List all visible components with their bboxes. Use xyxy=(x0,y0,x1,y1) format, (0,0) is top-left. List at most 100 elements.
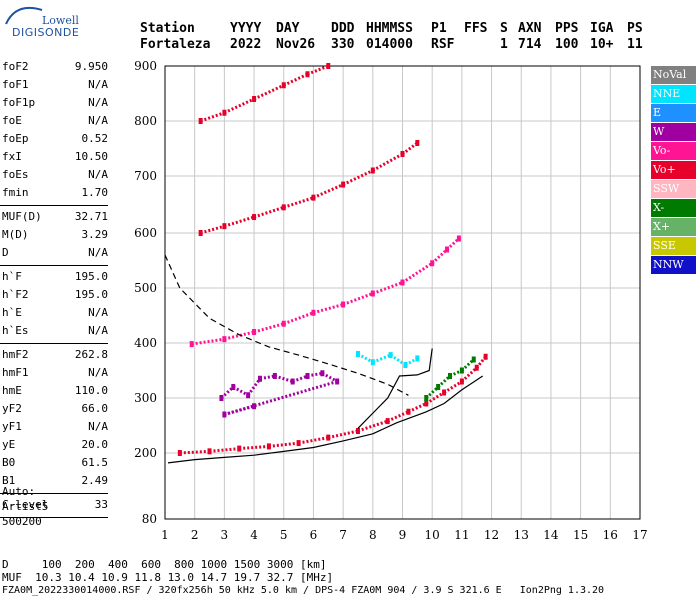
legend-item: NNW xyxy=(651,256,696,274)
parameter-name: fxI xyxy=(2,150,22,163)
trace-segment xyxy=(401,261,434,284)
trace-segment xyxy=(274,374,294,383)
header-label: HHMMSS xyxy=(366,21,413,36)
parameter-name: foF2 xyxy=(2,60,29,73)
trace-segment xyxy=(200,111,225,123)
x-tick-label: 8 xyxy=(369,528,377,542)
trace-segment xyxy=(342,292,374,306)
trace-segment xyxy=(209,447,240,453)
parameter-name: B1 xyxy=(2,474,16,487)
trace-segment xyxy=(372,281,404,295)
trace-segment xyxy=(253,205,285,219)
trace-segment xyxy=(446,237,460,251)
legend-item: Vo+ xyxy=(651,161,696,179)
trace-segment xyxy=(389,353,407,367)
trace-segment xyxy=(460,358,475,372)
header-value: 11 xyxy=(627,37,643,52)
x-tick-label: 16 xyxy=(603,528,618,542)
trace-segment xyxy=(232,385,249,397)
logo-line2: DIGISONDE xyxy=(12,26,80,39)
parameter-value: N/A xyxy=(88,324,108,337)
y-tick-label: 500 xyxy=(134,281,157,295)
parameter-name: foEs xyxy=(2,168,29,181)
x-tick-label: 3 xyxy=(221,528,229,542)
parameter-row: hmF2 262.8 xyxy=(2,348,108,362)
trace-segment xyxy=(191,337,225,346)
trace-segment xyxy=(224,330,255,341)
x-tick-label: 6 xyxy=(310,528,318,542)
parameter-row: M(D) 3.29 xyxy=(2,228,108,242)
header-label: FFS xyxy=(464,21,488,36)
parameter-value: 1.70 xyxy=(81,186,109,199)
parameter-name: B0 xyxy=(2,456,16,469)
parameter-name: foF1p xyxy=(2,96,36,109)
x-tick-label: 4 xyxy=(250,528,258,542)
x-tick-label: 11 xyxy=(454,528,469,542)
header-value: RSF xyxy=(431,37,455,52)
trace-segment xyxy=(268,441,299,448)
header-label: PPS xyxy=(555,21,579,36)
legend-item: SSE xyxy=(651,237,696,255)
x-tick-label: 1 xyxy=(161,528,169,542)
trace-segment xyxy=(460,366,478,383)
header-value: 014000 xyxy=(366,37,413,52)
trace-segment xyxy=(313,303,344,315)
parameter-value: 262.8 xyxy=(74,348,108,361)
legend-item: NoVal xyxy=(651,66,696,84)
legend-item: SSW xyxy=(651,180,696,198)
parameter-name: foE xyxy=(2,114,22,127)
parameter-name: h`Es xyxy=(2,324,29,337)
curve-muf xyxy=(164,254,409,396)
parameter-row: MUF(D) 32.71 xyxy=(2,210,108,224)
parameter-divider xyxy=(0,205,108,206)
parameter-row: C-level 33 xyxy=(2,498,108,512)
parameter-name: foF1 xyxy=(2,78,29,91)
parameter-row: hmE 110.0 xyxy=(2,384,108,398)
trace-segment xyxy=(283,196,314,209)
parameter-name: hmF1 xyxy=(2,366,29,379)
parameter-row: yF2 66.0 xyxy=(2,402,108,416)
trace-segment xyxy=(357,419,389,433)
parameter-name: MUF(D) xyxy=(2,210,42,223)
legend-item: X+ xyxy=(651,218,696,236)
trace-segment xyxy=(246,377,262,397)
trace-segment xyxy=(321,371,338,383)
parameter-row: yF1 N/A xyxy=(2,420,108,434)
header-label: Station xyxy=(140,21,195,36)
parameter-value: 110.0 xyxy=(74,384,108,397)
parameter-row: foE N/A xyxy=(2,114,108,128)
x-tick-label: 15 xyxy=(573,528,588,542)
parameter-name: yF1 xyxy=(2,420,22,433)
header-value: Nov26 xyxy=(276,37,316,52)
parameter-row: hmF1 N/A xyxy=(2,366,108,380)
y-tick-label: 400 xyxy=(134,336,157,350)
y-tick-label: 300 xyxy=(134,391,157,405)
parameter-value: 61.5 xyxy=(81,456,109,469)
parameter-name: M(D) xyxy=(2,228,29,241)
auto-line: Artist5 xyxy=(2,500,49,513)
trace-segment xyxy=(253,322,285,334)
trace-segment xyxy=(431,248,449,265)
curve-profile xyxy=(167,375,484,464)
parameter-name: hmF2 xyxy=(2,348,29,361)
header-label: AXN xyxy=(518,21,542,36)
parameter-row: B1 2.49 xyxy=(2,474,108,488)
auto-line: 500200 xyxy=(2,515,42,528)
parameter-value: 195.0 xyxy=(74,270,108,283)
parameter-divider xyxy=(0,343,108,344)
trace-segment xyxy=(239,444,270,451)
trace-segment xyxy=(307,371,323,378)
header-label: DAY xyxy=(276,21,300,36)
logo-swoosh-icon xyxy=(5,6,43,25)
legend-item: X- xyxy=(651,199,696,217)
header-value: 10+ xyxy=(590,37,614,52)
parameter-name: h`F2 xyxy=(2,288,29,301)
footer-distance-row: D 100 200 400 600 800 1000 1500 3000 [km… xyxy=(2,558,327,571)
trace-segment xyxy=(425,391,445,405)
legend-item: W xyxy=(651,123,696,141)
parameter-name: C-level xyxy=(2,498,49,511)
parameter-name: foEp xyxy=(2,132,29,145)
trace-segment xyxy=(298,436,329,445)
trace-segment xyxy=(372,353,392,364)
parameter-value: N/A xyxy=(88,114,108,127)
